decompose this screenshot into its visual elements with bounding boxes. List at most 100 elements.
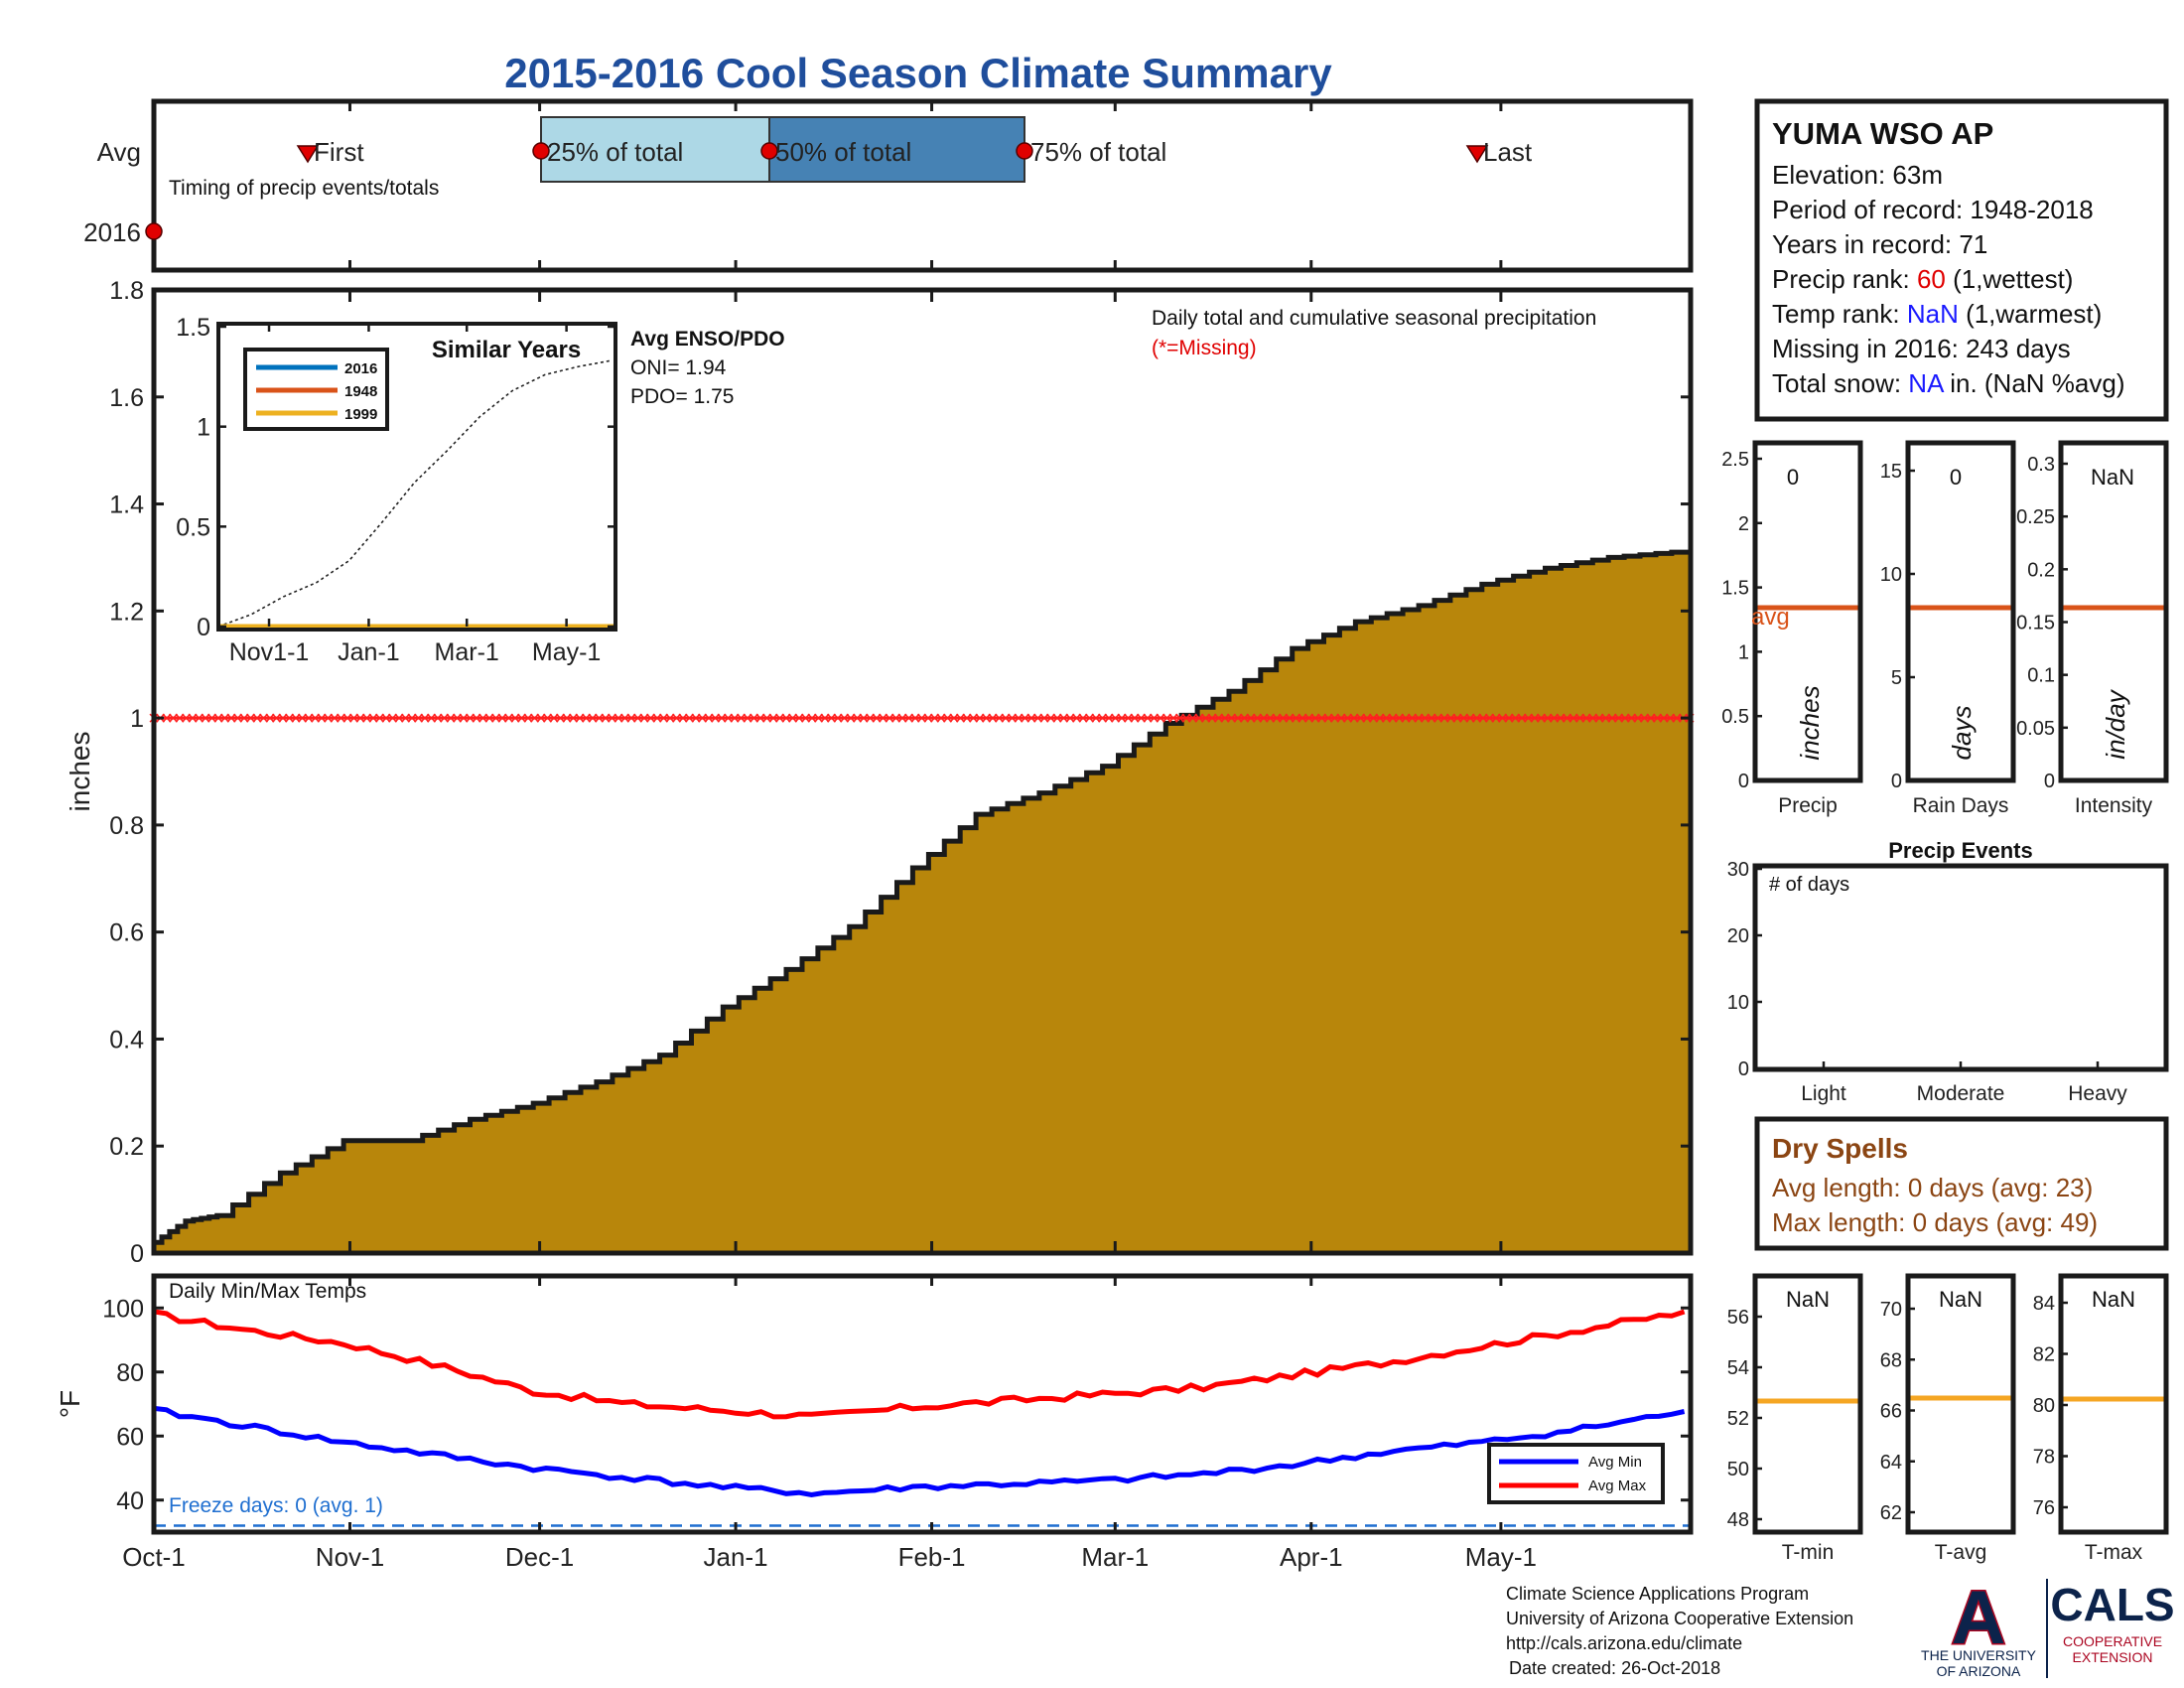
temp-legend — [1487, 1443, 1665, 1504]
missing-marker — [588, 713, 598, 723]
missing-marker — [1078, 713, 1088, 723]
missing-marker — [852, 713, 863, 723]
missing-marker — [1001, 713, 1011, 723]
mini-ytick-label: 0.05 — [2016, 718, 2055, 740]
inset-avg-line — [217, 359, 612, 628]
missing-marker — [955, 713, 966, 723]
enso-heading: Avg ENSO/PDO — [630, 328, 785, 351]
footer-line-2: University of Arizona Cooperative Extens… — [1506, 1609, 1853, 1628]
missing-marker — [555, 713, 566, 723]
inset-ytick-label: 1.5 — [176, 314, 210, 342]
missing-marker — [219, 713, 230, 723]
main-ytick-label: 1.2 — [109, 598, 144, 626]
missing-marker — [297, 713, 308, 723]
station-name: YUMA WSO AP — [1772, 116, 1993, 151]
dry-spells-frame — [1754, 1116, 2169, 1251]
missing-marker — [1130, 713, 1140, 723]
footer: Climate Science Applications Program Uni… — [1506, 1575, 2175, 1680]
missing-marker — [291, 713, 301, 723]
missing-marker — [317, 713, 327, 723]
tavg-mini-frame — [1905, 1273, 2016, 1535]
missing-marker — [975, 713, 985, 723]
missing-marker — [1543, 713, 1553, 723]
missing-marker — [1104, 713, 1114, 723]
mini-temp-panels: NaN T-min 48 50 52 54 56 NaN T-avg 62 64 66 68 7… — [1727, 1273, 2169, 1564]
missing-marker — [1633, 713, 1643, 723]
missing-marker — [336, 713, 346, 723]
missing-marker — [923, 713, 933, 723]
missing-marker — [910, 713, 920, 723]
cumulative-precip-area — [154, 552, 1691, 1253]
missing-marker — [472, 713, 481, 723]
missing-marker — [704, 713, 714, 723]
missing-marker — [581, 713, 592, 723]
missing-marker — [671, 713, 682, 723]
q25-marker-icon — [532, 142, 550, 160]
mini-ytick-label: 0 — [1738, 1058, 1749, 1080]
missing-marker — [890, 713, 901, 723]
missing-marker — [239, 713, 249, 723]
missing-marker — [787, 713, 798, 723]
missing-marker — [1265, 713, 1276, 723]
missing-marker — [968, 713, 979, 723]
missing-marker — [1574, 713, 1585, 723]
missing-marker — [1233, 713, 1243, 723]
mini-ytick-label: 0.25 — [2016, 506, 2055, 528]
missing-marker — [1310, 713, 1320, 723]
missing-marker — [258, 713, 269, 723]
university-of-arizona-logo: A THE UNIVERSITY OF ARIZONA — [1921, 1575, 2037, 1680]
main-ytick-label: 1 — [130, 705, 144, 733]
missing-marker — [665, 713, 675, 723]
missing-marker — [330, 713, 340, 723]
mini-ytick-label: 0.2 — [2027, 559, 2055, 581]
missing-marker — [1484, 713, 1495, 723]
missing-marker — [562, 713, 572, 723]
temp-caption: Daily Min/Max Temps — [169, 1280, 366, 1303]
missing-marker — [1504, 713, 1514, 723]
missing-marker — [1187, 713, 1198, 723]
mini-ytick-label: 0 — [1738, 771, 1749, 792]
missing-marker — [1168, 713, 1178, 723]
dry-spells-avg: Avg length: 0 days (avg: 23) — [1772, 1173, 2093, 1202]
missing-marker — [1458, 713, 1469, 723]
missing-marker — [774, 713, 785, 723]
missing-marker — [813, 713, 824, 723]
missing-marker — [1569, 713, 1578, 723]
missing-marker — [1414, 713, 1424, 723]
intensity-xlabel: Intensity — [2075, 794, 2153, 817]
intensity-mini-y-axis: 0 0.05 0.1 0.15 0.2 0.25 0.3 — [2016, 454, 2068, 792]
missing-marker — [1613, 713, 1624, 723]
missing-marker — [490, 713, 501, 723]
mini-ytick-label: 80 — [2033, 1395, 2055, 1417]
missing-marker — [323, 713, 334, 723]
missing-marker — [1200, 713, 1211, 723]
missing-marker — [1517, 713, 1527, 723]
mini-ytick-label: 1 — [1738, 641, 1749, 663]
missing-marker — [1323, 713, 1333, 723]
missing-marker — [1014, 713, 1024, 723]
legend-label-1948: 1948 — [344, 383, 377, 400]
tmin-value: NaN — [1786, 1287, 1830, 1312]
quartile-box-25-50 — [540, 116, 770, 183]
intensity-ylabel: in/day — [2101, 688, 2130, 759]
missing-marker — [1562, 713, 1572, 723]
missing-marker — [949, 713, 959, 723]
main-caption: Daily total and cumulative seasonal prec… — [1152, 307, 1596, 330]
missing-marker — [865, 713, 876, 723]
mini-ytick-label: 56 — [1727, 1307, 1749, 1329]
cals-wordmark: CALS — [2050, 1579, 2174, 1630]
month-tick-label: Apr-1 — [1280, 1542, 1343, 1572]
missing-marker — [368, 713, 378, 723]
missing-marker — [446, 713, 456, 723]
missing-marker — [381, 713, 391, 723]
mini-ytick-label: 0.5 — [1721, 706, 1749, 728]
missing-marker — [743, 713, 752, 723]
missing-marker — [175, 713, 185, 723]
inset-y-axis: 0 0.5 1 1.5 — [176, 314, 615, 641]
month-tick-label: May-1 — [1465, 1542, 1537, 1572]
missing-marker — [1427, 713, 1436, 723]
missing-marker — [1291, 713, 1301, 723]
mini-ytick-label: 50 — [1727, 1459, 1749, 1480]
mini-ytick-label: 54 — [1727, 1357, 1749, 1379]
missing-marker — [994, 713, 1005, 723]
